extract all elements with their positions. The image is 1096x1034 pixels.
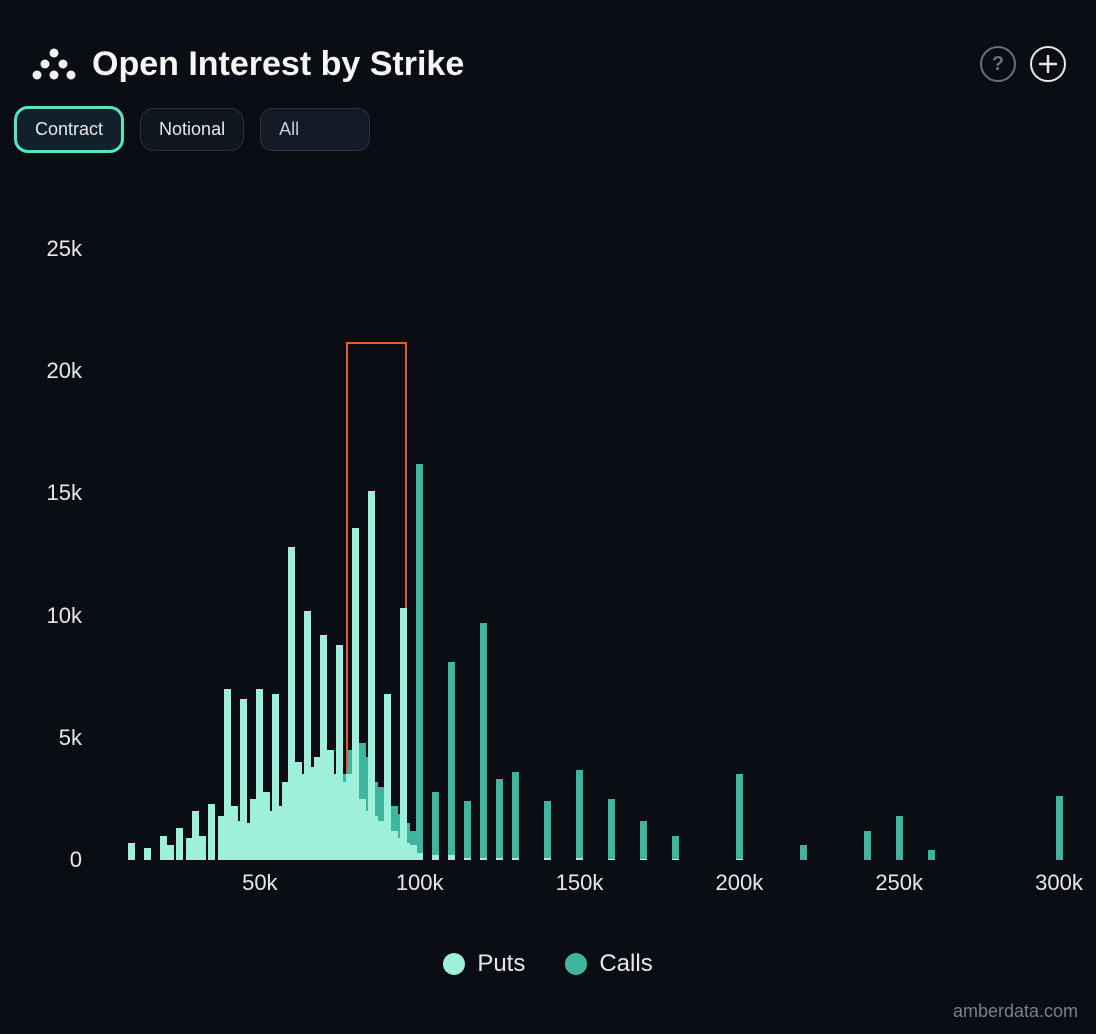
- legend-dot-puts: [443, 953, 465, 975]
- x-axis: 50k100k150k200k250k300k: [100, 870, 1075, 910]
- logo-icon: [30, 40, 78, 88]
- bar-calls: [480, 623, 487, 860]
- y-tick-label: 10k: [47, 603, 82, 629]
- tab-notional[interactable]: Notional: [140, 108, 244, 151]
- bar-calls: [864, 831, 871, 860]
- bar-calls: [464, 801, 471, 860]
- y-axis: 05k10k15k20k25k: [20, 200, 90, 860]
- x-tick-label: 150k: [556, 870, 604, 896]
- bar-puts: [176, 828, 183, 860]
- bar-calls: [512, 772, 519, 860]
- expiry-dropdown[interactable]: All: [260, 108, 370, 151]
- bar-puts: [512, 858, 519, 860]
- x-tick-label: 50k: [242, 870, 277, 896]
- bar-puts: [464, 858, 471, 860]
- bar-calls: [416, 464, 423, 860]
- bar-calls: [800, 845, 807, 860]
- legend-puts-label: Puts: [477, 950, 525, 978]
- bar-puts: [640, 859, 647, 860]
- bar-calls: [928, 850, 935, 860]
- bar-calls: [608, 799, 615, 860]
- legend-dot-calls: [565, 953, 587, 975]
- bar-puts: [496, 858, 503, 860]
- expiry-dropdown-value: All: [279, 119, 299, 139]
- legend-calls[interactable]: Calls: [565, 950, 652, 978]
- x-tick-label: 250k: [875, 870, 923, 896]
- bar-puts: [544, 858, 551, 860]
- bar-calls: [432, 792, 439, 860]
- add-icon[interactable]: [1030, 46, 1066, 82]
- bar-calls: [496, 779, 503, 860]
- bar-calls: [448, 662, 455, 860]
- bar-calls: [736, 774, 743, 860]
- bar-puts: [736, 859, 743, 860]
- legend-calls-label: Calls: [599, 950, 652, 978]
- bar-calls: [576, 770, 583, 860]
- page-title: Open Interest by Strike: [92, 45, 980, 84]
- bar-puts: [368, 491, 375, 860]
- y-tick-label: 25k: [47, 236, 82, 262]
- bar-puts: [167, 845, 174, 860]
- bar-calls: [896, 816, 903, 860]
- bar-calls: [640, 821, 647, 860]
- open-interest-chart: 0 5k 10k 15k 20k 25k 50k 100k 150k 200k 250k 300k: [20, 200, 1080, 900]
- bar-puts: [199, 836, 206, 860]
- bar-puts: [128, 843, 135, 860]
- bar-puts: [576, 858, 583, 860]
- x-tick-label: 300k: [1035, 870, 1083, 896]
- bar-puts: [208, 804, 215, 860]
- bar-calls: [544, 801, 551, 860]
- bar-puts: [432, 855, 439, 860]
- bar-puts: [672, 859, 679, 860]
- y-tick-label: 5k: [59, 725, 82, 751]
- chart-plot-area[interactable]: [100, 200, 1075, 860]
- tab-contract[interactable]: Contract: [14, 106, 124, 153]
- bar-puts: [144, 848, 151, 860]
- x-tick-label: 100k: [396, 870, 444, 896]
- bar-puts: [400, 608, 407, 860]
- chart-legend: Puts Calls: [0, 950, 1096, 978]
- help-icon-glyph: ?: [992, 53, 1004, 76]
- bar-puts: [416, 853, 423, 860]
- y-tick-label: 20k: [47, 358, 82, 384]
- bar-calls: [672, 836, 679, 860]
- help-icon[interactable]: ?: [980, 46, 1016, 82]
- y-tick-label: 0: [70, 847, 82, 873]
- bar-puts: [448, 855, 455, 860]
- bar-calls: [1056, 796, 1063, 860]
- watermark: amberdata.com: [953, 1001, 1078, 1022]
- legend-puts[interactable]: Puts: [443, 950, 525, 978]
- bar-puts: [608, 859, 615, 860]
- x-tick-label: 200k: [715, 870, 763, 896]
- y-tick-label: 15k: [47, 480, 82, 506]
- bar-puts: [480, 858, 487, 860]
